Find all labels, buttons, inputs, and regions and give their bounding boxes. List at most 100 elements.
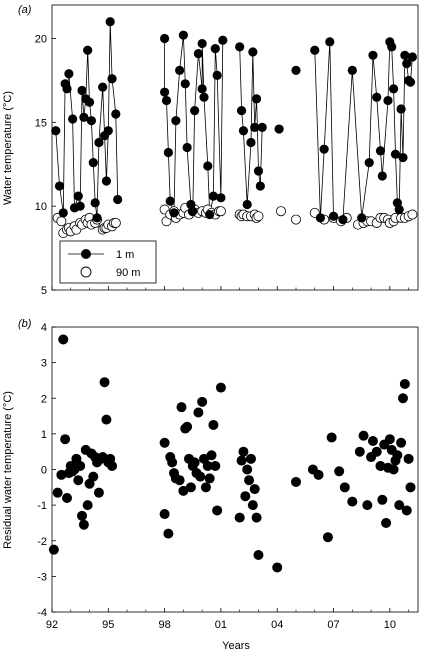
residual-point — [405, 482, 416, 493]
point-1m — [86, 116, 97, 126]
residual-point — [174, 475, 185, 486]
y-tick-label: 0 — [41, 465, 47, 477]
residual-point — [238, 446, 249, 457]
residual-point — [197, 396, 208, 407]
residual-point — [251, 512, 262, 523]
panel-b-label: (b) — [18, 318, 32, 330]
legend-entry-90m: 90 m — [80, 266, 140, 279]
point-90m — [56, 216, 67, 227]
point-1m — [54, 181, 65, 191]
residual-point — [212, 505, 223, 516]
panel-a-y-axis-label: Water temperature (°C) — [2, 91, 14, 205]
residual-point — [78, 519, 89, 530]
point-1m — [83, 45, 93, 55]
point-1m — [77, 85, 87, 96]
residual-point — [73, 475, 84, 486]
residual-point — [210, 460, 221, 471]
point-1m — [171, 116, 181, 126]
x-tick-label: 07 — [327, 619, 339, 631]
legend-box — [59, 240, 157, 284]
point-1m — [84, 97, 95, 107]
point-1m — [255, 181, 265, 191]
point-1m — [101, 176, 112, 186]
residual-point — [334, 466, 345, 477]
residual-point — [371, 446, 382, 457]
series-1m-line — [164, 35, 224, 215]
legend-marker-1m — [81, 249, 91, 259]
panel-a-label: (a) — [18, 4, 32, 16]
point-90m — [275, 206, 286, 217]
residual-point — [242, 464, 253, 475]
residual-point — [367, 436, 378, 446]
point-1m — [193, 49, 203, 59]
residual-point — [176, 402, 187, 413]
residual-point — [375, 460, 386, 471]
point-1m — [51, 126, 61, 136]
x-tick-label: 04 — [271, 619, 283, 631]
x-tick-label: 01 — [215, 619, 227, 631]
point-1m — [319, 144, 329, 154]
point-1m — [387, 42, 397, 52]
residual-point — [195, 471, 206, 482]
residual-point — [189, 457, 200, 468]
point-1m — [92, 213, 102, 223]
point-1m — [98, 82, 108, 92]
panel-b-points — [48, 334, 416, 573]
residual-point — [185, 482, 196, 493]
panel-a-ticks: 5 10 15 20 — [35, 34, 409, 297]
point-1m — [175, 65, 185, 75]
residual-point — [403, 453, 414, 464]
panel-a-series-lines — [55, 21, 413, 221]
point-1m — [58, 208, 68, 218]
residual-point — [245, 453, 256, 464]
legend: 1 m 90 m — [59, 240, 157, 284]
point-1m — [368, 50, 378, 60]
residual-point — [377, 494, 388, 505]
residual-point — [322, 532, 333, 543]
residual-point — [60, 434, 71, 445]
residual-point — [234, 512, 245, 523]
residual-point — [193, 407, 204, 418]
legend-marker-90m — [80, 266, 92, 278]
residual-point — [204, 473, 215, 484]
residual-point — [88, 471, 99, 482]
residual-point — [272, 562, 283, 573]
residual-point — [253, 550, 264, 560]
y-tick-label: -2 — [37, 536, 47, 548]
x-tick-label: 10 — [384, 619, 396, 631]
point-1m — [236, 106, 247, 116]
point-1m — [242, 199, 252, 210]
y-tick-label: -1 — [37, 500, 47, 512]
point-1m — [75, 201, 85, 211]
point-1m — [62, 84, 72, 94]
residual-point — [291, 476, 301, 487]
point-1m — [402, 59, 412, 69]
residual-point — [249, 484, 260, 495]
residual-point — [202, 460, 213, 471]
point-90m — [215, 206, 226, 217]
point-1m — [405, 77, 416, 87]
y-tick-label: 20 — [35, 34, 47, 46]
point-1m — [212, 70, 222, 81]
legend-label-1m: 1 m — [116, 249, 134, 261]
point-1m — [310, 45, 320, 55]
point-1m — [407, 52, 417, 62]
point-1m — [238, 126, 249, 136]
point-90m — [290, 214, 301, 225]
point-1m — [64, 69, 74, 79]
point-90m — [253, 211, 264, 222]
point-1m — [79, 112, 89, 122]
point-1m — [161, 95, 172, 106]
point-1m — [90, 198, 100, 208]
y-tick-label: 3 — [41, 358, 47, 370]
point-1m — [398, 152, 408, 163]
panel-a-points — [51, 17, 418, 238]
point-1m — [325, 37, 335, 47]
residual-point — [347, 496, 358, 507]
residual-point — [77, 510, 88, 521]
residual-point — [396, 437, 407, 448]
x-tick-label: 95 — [102, 619, 114, 631]
residual-point — [75, 460, 86, 471]
residual-point — [56, 469, 67, 480]
